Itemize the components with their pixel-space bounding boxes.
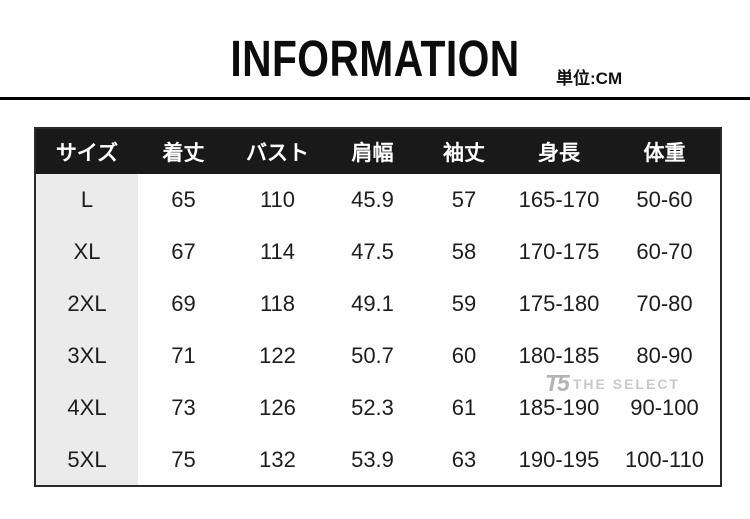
value-cell: 75 bbox=[138, 434, 229, 486]
table-row: 2XL 69 118 49.1 59 175-180 70-80 bbox=[35, 278, 721, 330]
value-cell: 65 bbox=[138, 174, 229, 226]
value-cell: 80-90 bbox=[609, 330, 721, 382]
size-cell: 3XL bbox=[35, 330, 138, 382]
page-title: INFORMATION bbox=[230, 30, 520, 87]
value-cell: 58 bbox=[419, 226, 509, 278]
unit-label: 単位:CM bbox=[556, 69, 623, 88]
size-cell: XL bbox=[35, 226, 138, 278]
size-cell: 4XL bbox=[35, 382, 138, 434]
value-cell: 165-170 bbox=[509, 174, 609, 226]
column-header: バスト bbox=[229, 128, 326, 174]
value-cell: 47.5 bbox=[326, 226, 419, 278]
table-row: 3XL 71 122 50.7 60 180-185 80-90 bbox=[35, 330, 721, 382]
column-header: 肩幅 bbox=[326, 128, 419, 174]
value-cell: 114 bbox=[229, 226, 326, 278]
value-cell: 59 bbox=[419, 278, 509, 330]
column-header: 着丈 bbox=[138, 128, 229, 174]
size-cell: L bbox=[35, 174, 138, 226]
watermark-brand-text: THE SELECT bbox=[572, 375, 680, 392]
value-cell: 90-100 bbox=[609, 382, 721, 434]
value-cell: 45.9 bbox=[326, 174, 419, 226]
value-cell: 67 bbox=[138, 226, 229, 278]
value-cell: 190-195 bbox=[509, 434, 609, 486]
value-cell: 122 bbox=[229, 330, 326, 382]
value-cell: 70-80 bbox=[609, 278, 721, 330]
value-cell: 57 bbox=[419, 174, 509, 226]
value-cell: 63 bbox=[419, 434, 509, 486]
value-cell: 132 bbox=[229, 434, 326, 486]
value-cell: 185-190 bbox=[509, 382, 609, 434]
table-header-row: サイズ 着丈 バスト 肩幅 袖丈 身長 体重 bbox=[35, 128, 721, 174]
watermark: T5 THE SELECT bbox=[545, 372, 680, 395]
column-header: サイズ bbox=[35, 128, 138, 174]
value-cell: 110 bbox=[229, 174, 326, 226]
value-cell: 61 bbox=[419, 382, 509, 434]
size-cell: 5XL bbox=[35, 434, 138, 486]
value-cell: 73 bbox=[138, 382, 229, 434]
column-header: 身長 bbox=[509, 128, 609, 174]
column-header: 袖丈 bbox=[419, 128, 509, 174]
value-cell: 60 bbox=[419, 330, 509, 382]
value-cell: 175-180 bbox=[509, 278, 609, 330]
value-cell: 126 bbox=[229, 382, 326, 434]
size-table: サイズ 着丈 バスト 肩幅 袖丈 身長 体重 L 65 110 45.9 57 165-170 50-6… bbox=[34, 127, 722, 487]
value-cell: 49.1 bbox=[326, 278, 419, 330]
column-header: 体重 bbox=[609, 128, 721, 174]
divider-rule bbox=[0, 97, 750, 100]
value-cell: 60-70 bbox=[609, 226, 721, 278]
value-cell: 180-185 bbox=[509, 330, 609, 382]
value-cell: 170-175 bbox=[509, 226, 609, 278]
value-cell: 100-110 bbox=[609, 434, 721, 486]
value-cell: 71 bbox=[138, 330, 229, 382]
table-row: XL 67 114 47.5 58 170-175 60-70 bbox=[35, 226, 721, 278]
value-cell: 50-60 bbox=[609, 174, 721, 226]
the-select-logo-icon: T5 bbox=[545, 370, 570, 396]
table-row: L 65 110 45.9 57 165-170 50-60 bbox=[35, 174, 721, 226]
value-cell: 69 bbox=[138, 278, 229, 330]
table-row: 4XL 73 126 52.3 61 185-190 90-100 bbox=[35, 382, 721, 434]
size-cell: 2XL bbox=[35, 278, 138, 330]
value-cell: 52.3 bbox=[326, 382, 419, 434]
table-row: 5XL 75 132 53.9 63 190-195 100-110 bbox=[35, 434, 721, 486]
value-cell: 53.9 bbox=[326, 434, 419, 486]
value-cell: 118 bbox=[229, 278, 326, 330]
value-cell: 50.7 bbox=[326, 330, 419, 382]
